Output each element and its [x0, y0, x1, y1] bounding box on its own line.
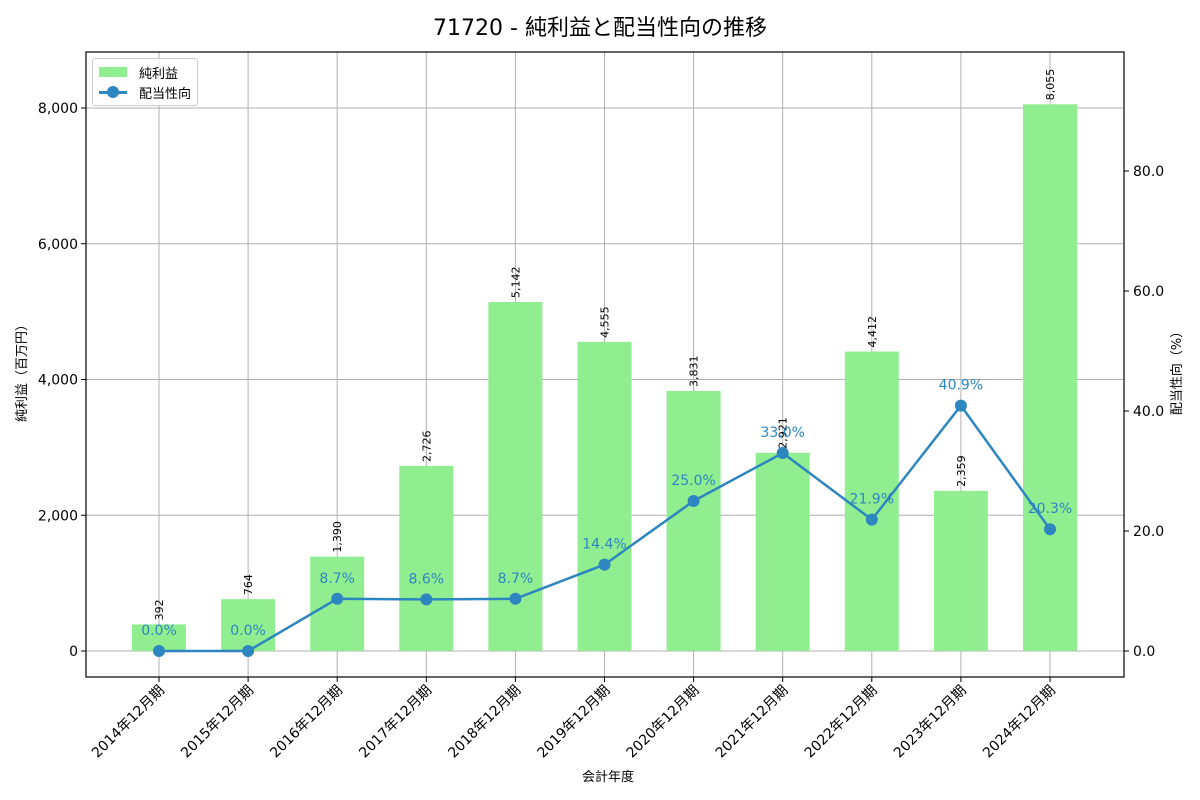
bar-value-label: 392: [153, 599, 166, 620]
line-value-label: 8.7%: [498, 571, 534, 587]
x-tick-label: 2021年12月期: [713, 683, 792, 762]
line-value-label: 14.4%: [582, 537, 626, 553]
y2-tick-label: 80.0: [1133, 164, 1164, 180]
y-tick-label: 2,000: [38, 508, 78, 524]
bar-value-label: 2,359: [955, 455, 968, 487]
y-tick-label: 0: [69, 644, 78, 660]
bar: [755, 452, 810, 651]
bar-value-label: 8,055: [1044, 69, 1057, 101]
bar: [1023, 104, 1077, 652]
bar-value-label: 3,831: [688, 355, 701, 387]
bar: [577, 341, 632, 651]
bar: [933, 490, 988, 651]
line-value-label: 20.3%: [1028, 501, 1072, 517]
bar-value-label: 5,142: [509, 266, 522, 298]
line-marker: [954, 399, 967, 412]
bar-swatch-icon: [99, 67, 127, 77]
line-value-label: 40.9%: [939, 378, 983, 394]
line-marker: [598, 558, 611, 571]
line-marker: [331, 592, 344, 605]
y-tick-label: 4,000: [38, 373, 78, 389]
x-tick-label: 2020年12月期: [624, 683, 703, 762]
x-tick-label: 2018年12月期: [445, 683, 524, 762]
legend-label-payout-ratio: 配当性向: [139, 86, 192, 102]
bar: [399, 465, 454, 651]
line-marker: [420, 593, 433, 606]
legend-item-payout-ratio: 配当性向: [99, 83, 192, 102]
bar: [844, 351, 899, 651]
x-tick-label: 2022年12月期: [802, 683, 881, 762]
line-value-label: 0.0%: [141, 623, 177, 639]
line-marker: [865, 513, 878, 526]
x-tick-label: 2015年12月期: [178, 683, 257, 762]
line-marker: [687, 495, 700, 507]
line-value-label: 8.7%: [319, 571, 355, 587]
line-value-label: 21.9%: [850, 492, 894, 508]
line-marker: [153, 645, 165, 657]
bar-value-label: 2,726: [420, 430, 433, 462]
bar-value-label: 764: [242, 574, 255, 595]
y-tick-label: 8,000: [38, 101, 78, 117]
x-tick-label: 2016年12月期: [267, 683, 346, 762]
legend-item-net-income: 純利益: [99, 63, 179, 82]
y2-axis-label: 配当性向（%）: [1169, 325, 1185, 415]
bar-value-label: 2,921: [777, 417, 790, 449]
line-value-label: 33.0%: [760, 425, 804, 441]
bar-value-label: 4,412: [866, 316, 879, 348]
y2-tick-label: 0.0: [1133, 644, 1155, 660]
line-value-label: 0.0%: [230, 623, 266, 639]
line-value-label: 8.6%: [409, 571, 445, 587]
bar: [221, 599, 276, 651]
line-value-label: 25.0%: [671, 473, 715, 489]
line-marker: [776, 447, 789, 459]
y-tick-label: 6,000: [38, 237, 78, 253]
y2-tick-label: 60.0: [1133, 284, 1164, 300]
chart-title: 71720 - 純利益と配当性向の推移: [433, 16, 767, 41]
legend: 純利益 配当性向: [92, 58, 198, 106]
line-marker: [242, 645, 255, 657]
bar: [666, 390, 721, 651]
line-marker-icon: [99, 86, 127, 98]
y2-tick-label: 40.0: [1133, 404, 1164, 420]
line-marker: [1044, 523, 1056, 536]
x-tick-label: 2019年12月期: [535, 683, 614, 762]
x-tick-label: 2014年12月期: [89, 683, 168, 762]
legend-label-net-income: 純利益: [139, 66, 179, 82]
x-tick-label: 2024年12月期: [980, 683, 1059, 762]
y-axis-label: 純利益（百万円）: [15, 318, 30, 422]
y2-tick-label: 20.0: [1133, 524, 1164, 540]
x-axis-label: 会計年度: [582, 769, 634, 785]
bar-value-label: 4,555: [599, 306, 612, 338]
x-tick-label: 2023年12月期: [891, 683, 970, 762]
bar-value-label: 1,390: [331, 521, 344, 553]
x-tick-label: 2017年12月期: [356, 683, 435, 762]
line-marker: [509, 592, 522, 605]
